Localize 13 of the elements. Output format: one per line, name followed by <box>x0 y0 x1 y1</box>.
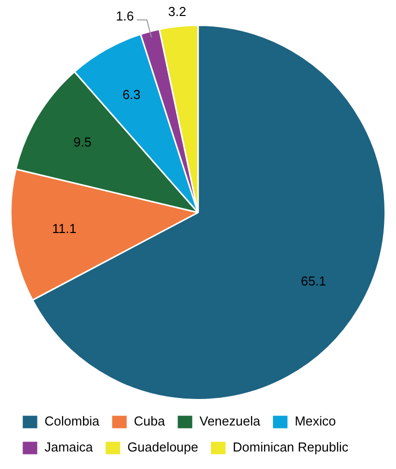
data-label: 1.6 <box>116 8 134 24</box>
legend-label: Mexico <box>294 414 336 429</box>
legend-label: Guadeloupe <box>127 440 198 455</box>
data-label: 3.2 <box>168 4 186 19</box>
legend-label: Cuba <box>134 414 166 429</box>
data-label: 11.1 <box>52 221 76 236</box>
data-label: 9.5 <box>73 134 92 150</box>
data-label: 65.1 <box>300 274 326 289</box>
data-label: 6.3 <box>122 86 141 102</box>
legend-label: Jamaica <box>44 440 94 455</box>
legend-label: Venezuela <box>199 414 261 429</box>
legend-label: Colombia <box>44 414 100 429</box>
legend-label: Dominican Republic <box>232 440 349 455</box>
